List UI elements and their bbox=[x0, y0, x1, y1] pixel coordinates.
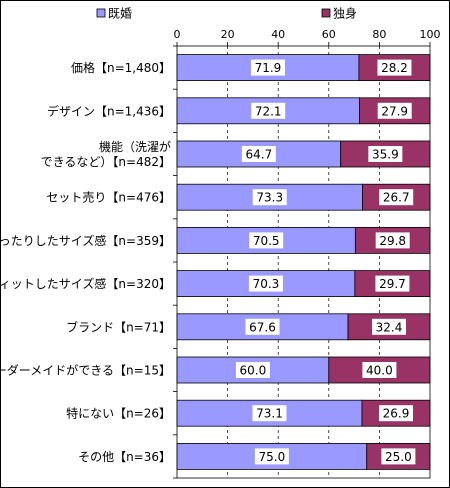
category-label: オーダーメイドができる【n=15】 bbox=[0, 363, 171, 378]
category-label: 機能（洗濯が bbox=[99, 139, 171, 154]
data-label-bg bbox=[254, 448, 289, 465]
category-label: セット売り【n=476】 bbox=[46, 190, 171, 205]
data-label: 29.8 bbox=[379, 234, 406, 248]
category-label: 価格【n=1,480】 bbox=[71, 60, 171, 75]
legend-swatch-2 bbox=[321, 8, 331, 18]
data-label-bg bbox=[375, 275, 410, 292]
x-tick-label: 60 bbox=[322, 28, 336, 41]
category-label: フィットしたサイズ感【n=320】 bbox=[0, 276, 171, 291]
legend-label-2: 独身 bbox=[333, 6, 357, 21]
category-label: できるなど）【n=482】 bbox=[41, 155, 171, 169]
data-label: 28.2 bbox=[381, 61, 408, 75]
data-label: 70.3 bbox=[253, 277, 280, 291]
data-label-bg bbox=[250, 59, 285, 76]
x-tick-label: 80 bbox=[372, 28, 386, 41]
data-label: 73.3 bbox=[256, 191, 283, 205]
data-label: 29.7 bbox=[379, 277, 406, 291]
data-label: 67.6 bbox=[249, 320, 276, 334]
data-label: 26.7 bbox=[383, 191, 410, 205]
x-tick-label: 100 bbox=[420, 28, 441, 41]
data-label-bg bbox=[252, 405, 287, 422]
data-label: 72.1 bbox=[255, 104, 282, 118]
data-label-bg bbox=[252, 189, 287, 206]
data-label: 60.0 bbox=[240, 364, 267, 378]
data-label-bg bbox=[379, 189, 414, 206]
data-label-bg bbox=[235, 362, 270, 378]
category-label: ゆったりしたサイズ感【n=359】 bbox=[0, 233, 171, 248]
data-label-bg bbox=[248, 275, 283, 292]
category-label: デザイン【n=1,436】 bbox=[47, 103, 171, 118]
data-label: 40.0 bbox=[366, 364, 393, 378]
data-label-bg bbox=[251, 102, 286, 119]
data-label: 32.4 bbox=[376, 320, 403, 334]
x-tick-label: 40 bbox=[271, 28, 285, 41]
data-label-bg bbox=[377, 59, 412, 76]
data-label-bg bbox=[241, 146, 276, 162]
data-label: 70.5 bbox=[253, 234, 280, 248]
data-label: 73.1 bbox=[256, 407, 283, 421]
data-label-bg bbox=[378, 405, 413, 422]
data-label: 25.0 bbox=[385, 450, 412, 464]
data-label-bg bbox=[381, 448, 416, 465]
data-label-bg bbox=[249, 232, 284, 249]
data-label-bg bbox=[368, 146, 403, 162]
data-label-bg bbox=[362, 362, 397, 378]
x-tick-label: 20 bbox=[221, 28, 235, 41]
legend-swatch-1 bbox=[96, 8, 106, 18]
category-label: その他【n=36】 bbox=[78, 450, 171, 464]
data-label-bg bbox=[377, 102, 412, 119]
legend-label-1: 既婚 bbox=[108, 7, 132, 21]
data-label: 64.7 bbox=[245, 148, 272, 162]
data-label: 35.9 bbox=[372, 148, 399, 162]
data-label-bg bbox=[375, 232, 410, 249]
data-label: 26.9 bbox=[383, 407, 410, 421]
x-tick-label: 0 bbox=[174, 28, 181, 41]
category-label: 特にない【n=26】 bbox=[66, 406, 171, 421]
data-label: 71.9 bbox=[255, 61, 282, 75]
data-label-bg bbox=[245, 318, 280, 335]
category-label: ブランド【n=71】 bbox=[66, 319, 171, 334]
data-label-bg bbox=[372, 318, 407, 335]
data-label: 27.9 bbox=[381, 104, 408, 118]
data-label: 75.0 bbox=[259, 450, 286, 464]
